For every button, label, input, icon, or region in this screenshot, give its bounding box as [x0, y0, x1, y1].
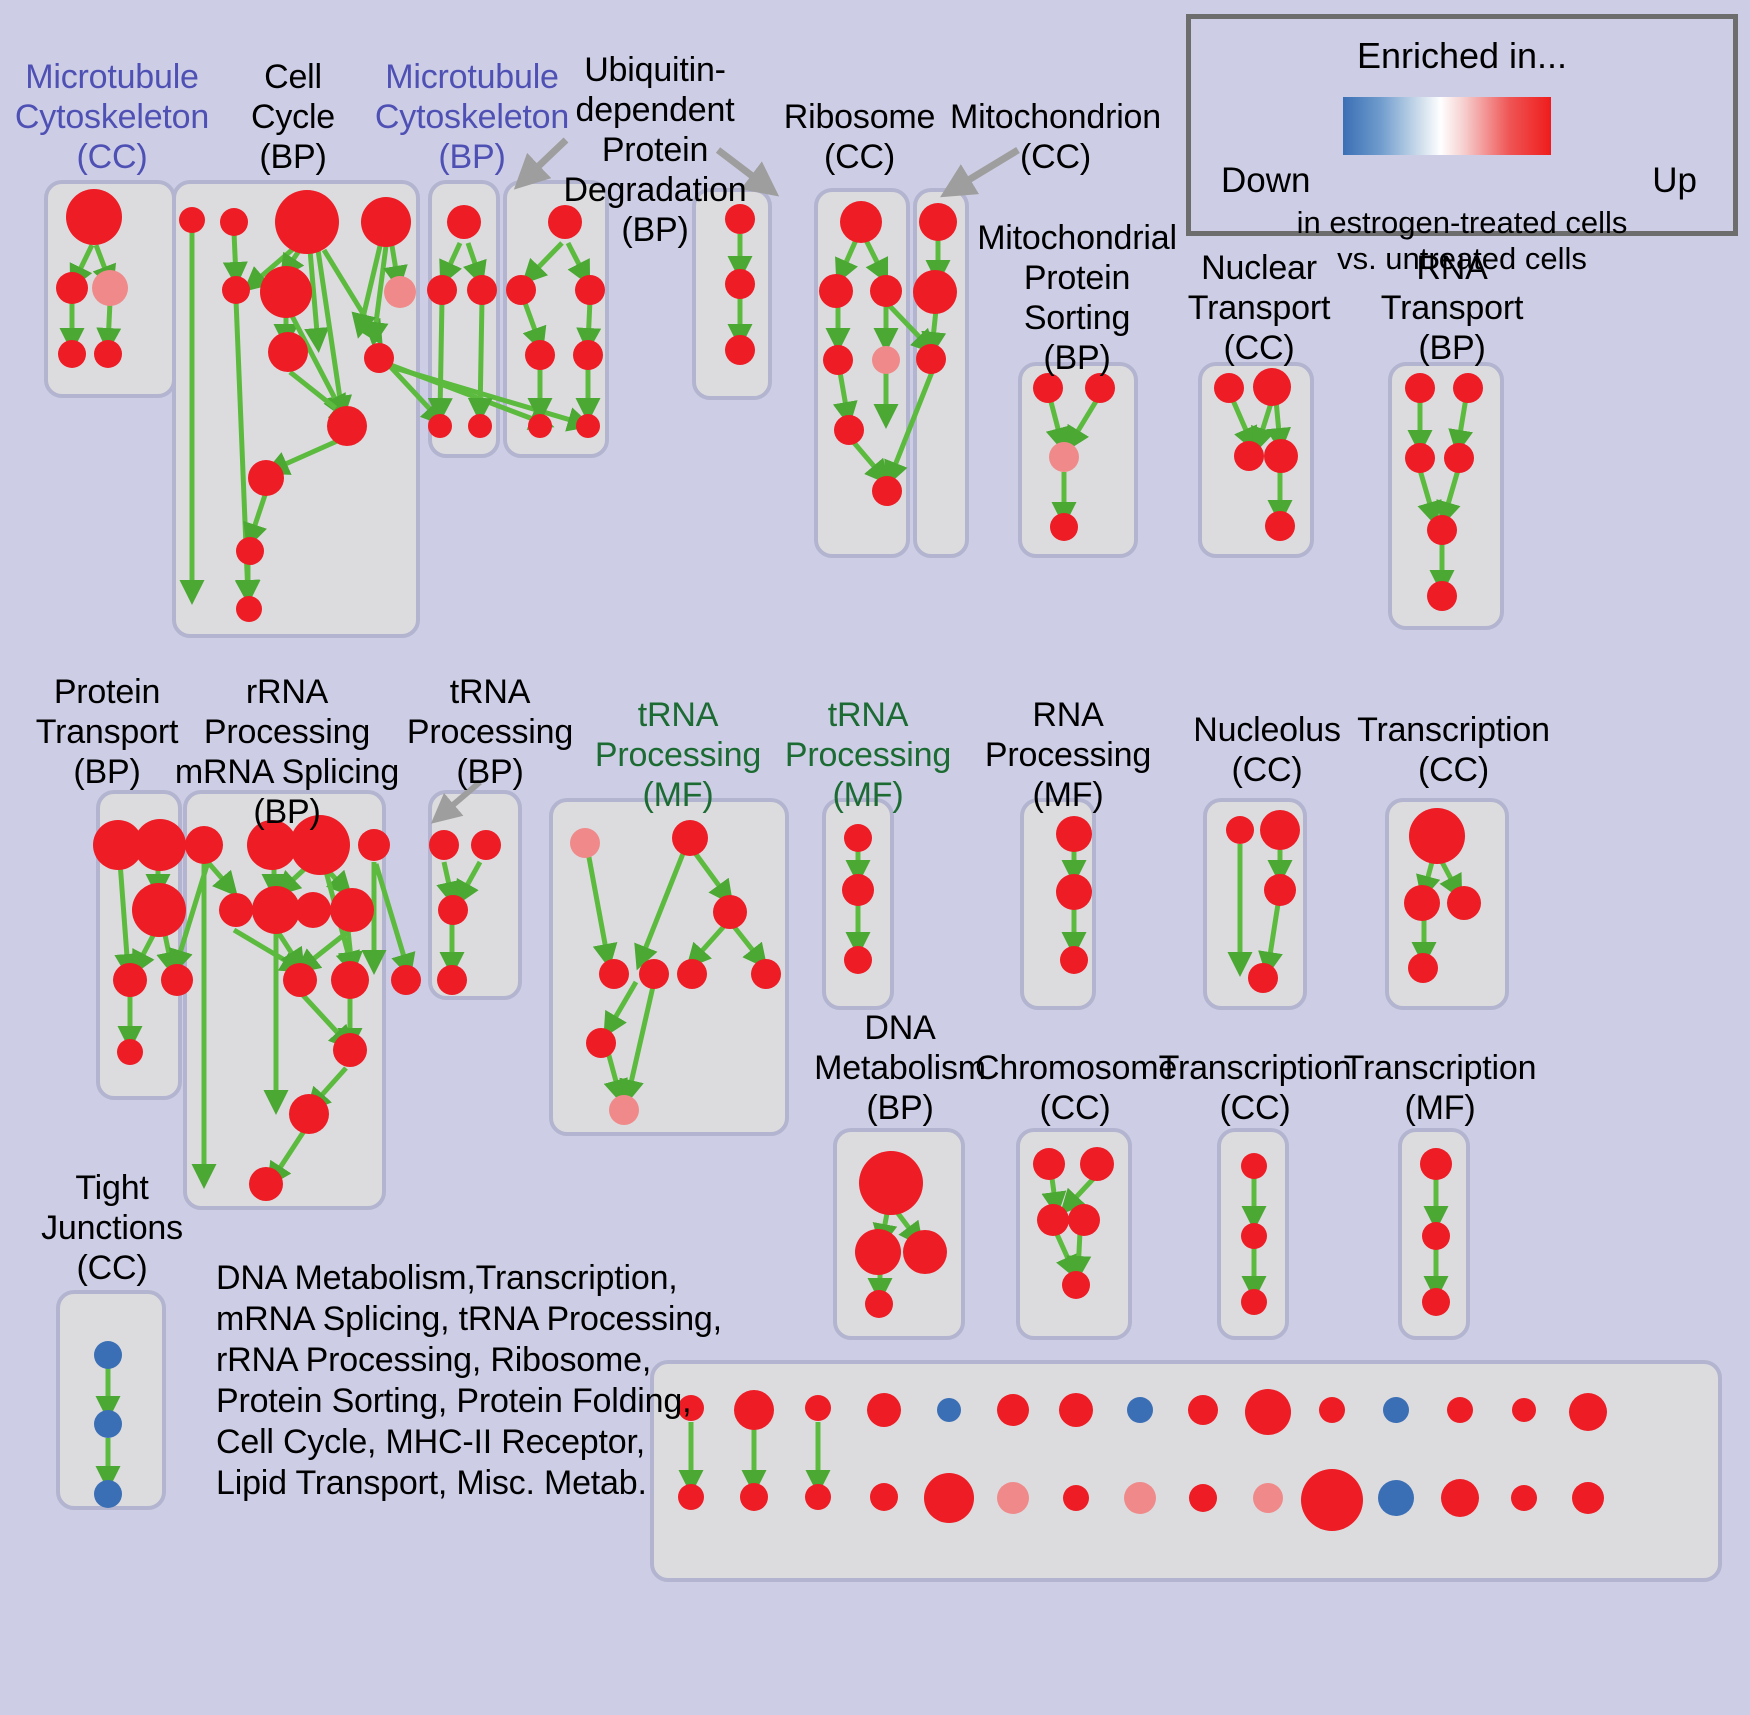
- label-trna-processing-bp: tRNA Processing (BP): [406, 673, 574, 791]
- cluster-box-nuclear-transport-cc[interactable]: [1198, 362, 1314, 558]
- cluster-box-protein-transport-bp[interactable]: [96, 790, 182, 1100]
- cluster-box-mitochondrial-protein-sorting-bp[interactable]: [1018, 362, 1138, 558]
- label-ubiquitin-dependent-protein-degradation-bp: Ubiquitin- dependent Protein Degradation…: [563, 51, 747, 249]
- label-mitochondrial-protein-sorting-bp: Mitochondrial Protein Sorting (BP): [977, 219, 1177, 377]
- label-rna-processing-mf: RNA Processing (MF): [984, 696, 1152, 814]
- cluster-box-dna-metabolism-bp[interactable]: [833, 1128, 965, 1340]
- cluster-box-trna-processing-bp[interactable]: [428, 790, 522, 1000]
- label-chromosome-cc: Chromosome (CC): [975, 1049, 1178, 1127]
- cluster-box-trna-processing-mf-large[interactable]: [549, 798, 789, 1136]
- label-nuclear-transport-cc: Nuclear Transport (CC): [1187, 249, 1331, 367]
- label-rna-transport-bp: RNA Transport (BP): [1380, 249, 1524, 367]
- cluster-box-rna-processing-mf[interactable]: [1020, 798, 1096, 1010]
- cluster-box-rna-transport-bp[interactable]: [1388, 362, 1504, 630]
- cluster-box-trna-processing-mf-small[interactable]: [822, 798, 894, 1010]
- cluster-box-misc-strip[interactable]: [650, 1360, 1722, 1582]
- label-cell-cycle-bp: Cell Cycle (BP): [250, 58, 336, 176]
- legend-color-gradient: [1343, 97, 1551, 155]
- misc-category-list: DNA Metabolism,Transcription, mRNA Splic…: [216, 1259, 722, 1502]
- legend-down-label: Down: [1221, 161, 1311, 200]
- cluster-box-cell-cycle-bp[interactable]: [172, 180, 420, 638]
- cluster-box-transcription-cc-bottom[interactable]: [1217, 1128, 1289, 1340]
- label-rrna-processing-mrna-splicing-bp: rRNA Processing mRNA Splicing (BP): [174, 673, 400, 831]
- cluster-box-transcription-cc-top[interactable]: [1385, 798, 1509, 1010]
- label-mitochondrion-cc: Mitochondrion (CC): [950, 98, 1161, 176]
- label-microtubule-cytoskeleton-cc: Microtubule Cytoskeleton (CC): [14, 58, 210, 176]
- cluster-box-microtubule-cytoskeleton-cc[interactable]: [44, 180, 176, 398]
- label-trna-processing-mf-2: tRNA Processing (MF): [784, 696, 952, 814]
- cluster-box-ribosome-cc[interactable]: [814, 188, 910, 558]
- label-transcription-cc-top: Transcription (CC): [1357, 711, 1550, 789]
- label-trna-processing-mf-1: tRNA Processing (MF): [594, 696, 762, 814]
- legend-panel: Enriched in... Down Up in estrogen-treat…: [1186, 14, 1738, 276]
- cluster-box-microtubule-cytoskeleton-bp[interactable]: [428, 180, 500, 458]
- label-transcription-mf: Transcription (MF): [1343, 1049, 1537, 1127]
- label-ribosome-cc: Ribosome (CC): [783, 98, 936, 176]
- label-transcription-cc-bottom: Transcription (CC): [1158, 1049, 1352, 1127]
- label-microtubule-cytoskeleton-bp: Microtubule Cytoskeleton (BP): [374, 58, 570, 176]
- cluster-box-mitochondrion-cc[interactable]: [913, 188, 969, 558]
- cluster-box-nucleolus-cc[interactable]: [1203, 798, 1307, 1010]
- legend-subtitle: in estrogen-treated cells vs. untreated …: [1296, 205, 1628, 276]
- label-tight-junctions-cc: Tight Junctions (CC): [41, 1169, 183, 1287]
- cluster-box-rrna-mrna-bp[interactable]: [183, 790, 386, 1210]
- label-dna-metabolism-bp: DNA Metabolism (BP): [814, 1009, 986, 1127]
- label-nucleolus-cc: Nucleolus (CC): [1193, 711, 1341, 789]
- legend-up-label: Up: [1652, 161, 1697, 200]
- cluster-box-chromosome-cc[interactable]: [1016, 1128, 1132, 1340]
- legend-title: Enriched in...: [1356, 35, 1568, 76]
- label-protein-transport-bp: Protein Transport (BP): [35, 673, 179, 791]
- cluster-box-transcription-mf[interactable]: [1398, 1128, 1470, 1340]
- cluster-box-tight-junctions-cc[interactable]: [56, 1290, 166, 1510]
